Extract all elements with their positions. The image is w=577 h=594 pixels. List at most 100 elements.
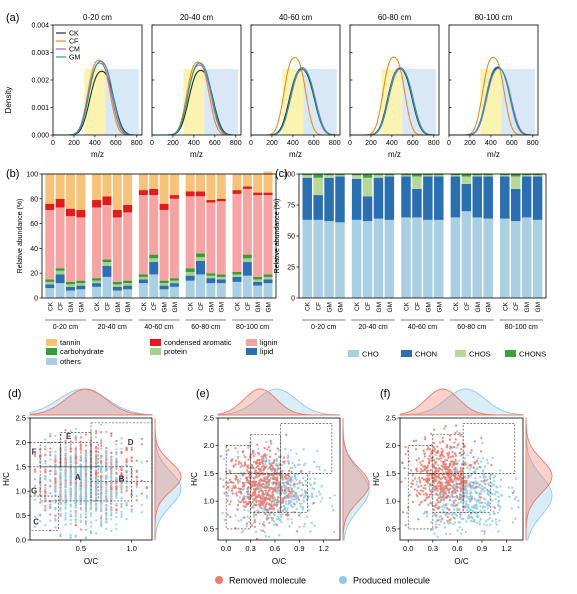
point-removed <box>254 513 258 516</box>
bar-category-label: GM <box>486 302 493 312</box>
point-produced <box>79 501 82 504</box>
point-removed <box>135 459 138 462</box>
point-produced <box>100 456 103 460</box>
point-produced <box>508 495 511 499</box>
point-removed <box>448 451 451 454</box>
point-removed <box>443 486 446 489</box>
axis-label-hc: H/C <box>190 472 199 486</box>
point-produced <box>294 498 298 501</box>
bar-category-label: CK <box>453 301 460 311</box>
axis-label-oc: O/C <box>272 557 286 566</box>
point-produced <box>299 512 302 515</box>
point-produced <box>439 459 443 462</box>
point-produced <box>64 469 67 472</box>
point-produced <box>492 483 495 486</box>
point-removed <box>222 485 225 488</box>
bar-segment-CHOS <box>412 176 422 189</box>
point-produced <box>472 510 475 513</box>
point-removed <box>253 484 256 487</box>
point-produced <box>49 432 52 436</box>
point-produced <box>125 479 128 482</box>
y-tick-label: 2.0 <box>204 441 214 450</box>
bar-segment-CHON <box>423 176 433 220</box>
point-removed <box>267 483 271 486</box>
point-removed <box>451 455 455 458</box>
x-tick-label: 0 <box>51 140 55 147</box>
point-removed <box>442 455 445 458</box>
point-removed <box>433 448 437 451</box>
point-produced <box>470 508 473 512</box>
point-removed <box>472 466 475 470</box>
point-produced <box>279 496 283 500</box>
point-produced <box>481 441 484 445</box>
point-removed <box>410 482 413 485</box>
point-removed <box>241 451 245 454</box>
point-produced <box>288 525 291 528</box>
point-produced <box>476 514 479 517</box>
point-produced <box>110 507 113 510</box>
bar-segment-lipid <box>76 285 86 290</box>
point-produced <box>110 480 113 483</box>
point-produced <box>271 519 274 522</box>
point-removed <box>463 461 466 464</box>
region-box <box>29 495 59 531</box>
point-removed <box>436 498 439 502</box>
axis-label-relative-abundance: Relative abundance (%) <box>274 199 281 274</box>
point-produced <box>105 469 108 472</box>
point-produced <box>284 500 288 503</box>
point-removed <box>425 466 428 470</box>
point-removed <box>427 461 431 464</box>
panel-label: (d) <box>8 388 21 400</box>
point-removed <box>261 460 265 463</box>
bar-segment-condensed_aromatic <box>55 198 65 208</box>
point-produced <box>471 484 474 487</box>
point-removed <box>239 501 243 504</box>
point-produced <box>464 530 467 534</box>
point-removed <box>252 450 255 453</box>
region-box <box>225 445 251 474</box>
bar-segment-others <box>123 289 133 298</box>
point-produced <box>59 462 62 466</box>
point-produced <box>304 462 307 465</box>
point-removed <box>420 500 423 504</box>
point-removed <box>459 480 463 483</box>
point-removed <box>445 452 449 455</box>
bar-segment-lignin <box>45 209 55 280</box>
bar-segment-CHOS <box>483 175 493 177</box>
point-produced <box>468 495 471 498</box>
point-removed <box>452 445 456 449</box>
legend-swatch-CHOS <box>455 350 466 357</box>
point-removed <box>428 454 431 458</box>
point-produced <box>444 532 448 536</box>
point-produced <box>54 469 57 472</box>
point-removed <box>268 499 272 502</box>
point-removed <box>448 434 451 437</box>
point-removed <box>440 468 444 471</box>
point-removed <box>253 518 256 522</box>
point-produced <box>242 487 245 490</box>
point-removed <box>451 450 454 454</box>
bar-segment-condensed_aromatic <box>112 209 122 218</box>
point-removed <box>296 530 299 533</box>
point-produced <box>115 443 118 446</box>
bar-segment-CHO <box>373 218 384 298</box>
bar-segment-CHON <box>373 177 384 219</box>
point-removed <box>263 477 267 481</box>
bar-segment-protein <box>216 276 226 280</box>
point-produced <box>290 476 294 479</box>
point-removed <box>459 448 463 451</box>
point-produced <box>69 476 72 479</box>
point-removed <box>443 491 446 494</box>
x-tick-label: 400 <box>188 140 200 147</box>
bar-segment-CHONS <box>461 174 472 177</box>
point-removed <box>257 510 260 513</box>
point-produced <box>130 510 133 513</box>
point-removed <box>276 447 279 450</box>
point-removed <box>54 514 57 517</box>
point-removed <box>39 448 42 451</box>
point-produced <box>59 478 62 481</box>
point-produced <box>130 469 133 472</box>
point-produced <box>94 505 98 509</box>
point-removed <box>445 480 448 483</box>
